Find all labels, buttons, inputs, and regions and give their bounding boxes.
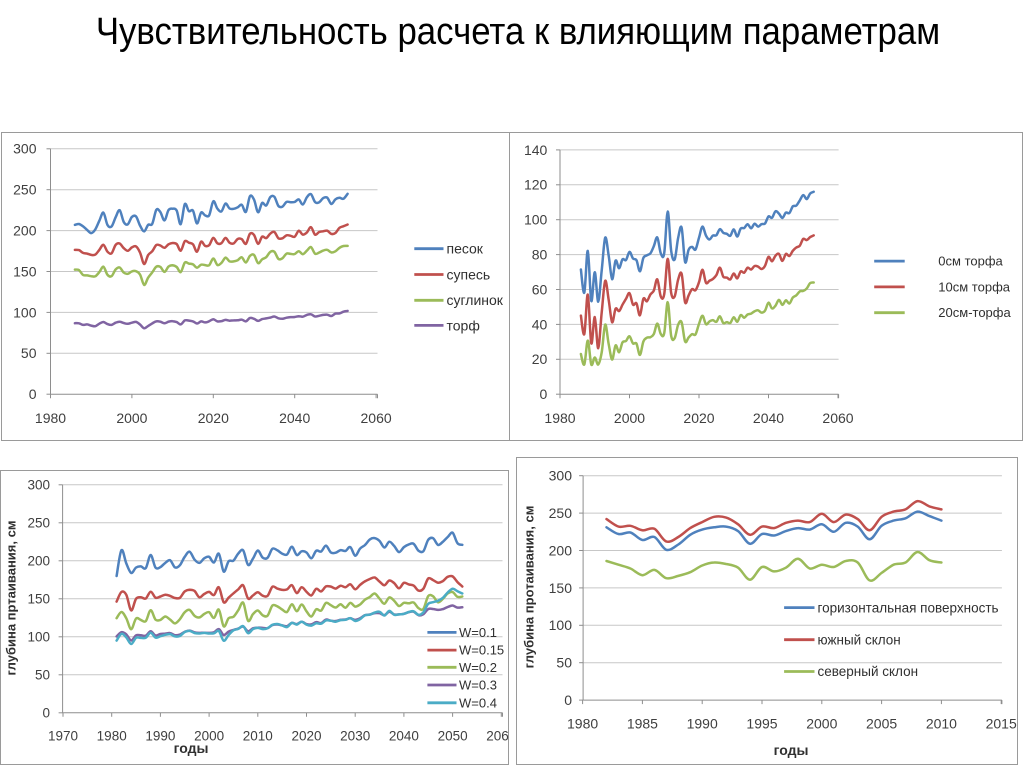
svg-text:50: 50 [556,655,572,671]
svg-text:супесь: супесь [447,266,491,282]
svg-text:40: 40 [532,316,548,332]
svg-text:140: 140 [524,142,548,158]
svg-text:1990: 1990 [145,729,175,744]
svg-text:2010: 2010 [243,729,273,744]
svg-text:1970: 1970 [48,729,78,744]
svg-text:суглинок: суглинок [447,292,504,308]
svg-text:глубина протаивания, см: глубина протаивания, см [522,506,537,669]
svg-text:W=0.4: W=0.4 [459,695,497,710]
svg-text:300: 300 [549,468,573,484]
svg-text:1985: 1985 [627,716,658,732]
svg-text:северный склон: северный склон [818,664,919,679]
svg-text:50: 50 [35,668,50,683]
svg-text:южный склон: южный склон [818,632,901,647]
svg-text:0: 0 [29,386,37,402]
svg-text:2030: 2030 [340,729,370,744]
svg-text:1980: 1980 [35,410,66,426]
svg-text:0см торфа: 0см торфа [938,254,1003,269]
svg-text:20см-торфа: 20см-торфа [938,305,1011,320]
svg-text:100: 100 [524,212,548,228]
svg-text:1990: 1990 [687,716,718,732]
svg-text:10см торфа: 10см торфа [938,279,1010,294]
svg-text:2010: 2010 [926,716,957,732]
svg-text:годы: годы [774,742,809,758]
svg-text:150: 150 [549,580,573,596]
svg-text:300: 300 [27,478,50,493]
svg-text:2000: 2000 [806,716,837,732]
svg-text:2060: 2060 [486,729,516,744]
svg-text:2000: 2000 [116,410,147,426]
svg-text:100: 100 [549,617,573,633]
svg-text:2040: 2040 [389,729,419,744]
svg-text:2020: 2020 [683,410,714,426]
svg-text:20: 20 [532,351,548,367]
svg-text:300: 300 [13,141,37,157]
svg-text:200: 200 [549,542,573,558]
svg-text:0: 0 [42,706,50,721]
svg-text:2000: 2000 [194,729,224,744]
svg-text:150: 150 [27,592,50,607]
svg-text:песок: песок [447,241,484,257]
svg-text:1980: 1980 [567,716,598,732]
svg-text:80: 80 [532,247,548,263]
svg-text:250: 250 [27,516,50,531]
svg-text:1980: 1980 [544,410,575,426]
svg-text:горизонтальная поверхность: горизонтальная поверхность [818,600,999,615]
svg-text:0: 0 [564,692,572,708]
svg-text:120: 120 [524,177,548,193]
svg-text:250: 250 [13,182,37,198]
svg-text:глубина пртаивания, см: глубина пртаивания, см [4,521,19,676]
svg-text:W=0.1: W=0.1 [459,625,497,640]
svg-text:2000: 2000 [614,410,645,426]
svg-text:торф: торф [447,317,480,333]
svg-text:2040: 2040 [753,410,784,426]
svg-text:W=0.3: W=0.3 [459,678,497,693]
svg-text:2020: 2020 [291,729,321,744]
svg-text:0: 0 [540,386,548,402]
svg-text:50: 50 [21,345,37,361]
svg-text:150: 150 [13,263,37,279]
svg-text:2060: 2060 [361,410,392,426]
svg-text:годы: годы [174,740,209,756]
svg-text:250: 250 [549,505,573,521]
svg-text:2050: 2050 [438,729,468,744]
svg-text:1995: 1995 [746,716,777,732]
svg-text:2005: 2005 [866,716,897,732]
svg-text:100: 100 [27,630,50,645]
svg-text:2060: 2060 [822,410,853,426]
svg-text:2040: 2040 [279,410,310,426]
svg-text:200: 200 [27,554,50,569]
svg-text:100: 100 [13,304,37,320]
svg-text:200: 200 [13,223,37,239]
svg-text:2015: 2015 [986,716,1017,732]
svg-text:1980: 1980 [97,729,127,744]
svg-text:2020: 2020 [198,410,229,426]
svg-text:W=0.2: W=0.2 [459,660,497,675]
svg-text:60: 60 [532,281,548,297]
svg-text:W=0.15: W=0.15 [459,643,504,658]
